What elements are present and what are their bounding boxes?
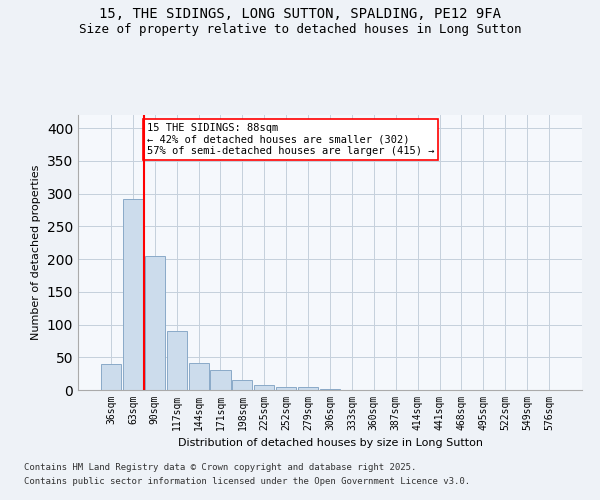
Bar bbox=[298, 388, 318, 390]
Bar bbox=[320, 388, 340, 390]
Text: Contains public sector information licensed under the Open Government Licence v3: Contains public sector information licen… bbox=[24, 477, 470, 486]
Bar bbox=[254, 385, 274, 390]
Text: Contains HM Land Registry data © Crown copyright and database right 2025.: Contains HM Land Registry data © Crown c… bbox=[24, 464, 416, 472]
Bar bbox=[145, 256, 165, 390]
Text: 15 THE SIDINGS: 88sqm
← 42% of detached houses are smaller (302)
57% of semi-det: 15 THE SIDINGS: 88sqm ← 42% of detached … bbox=[147, 123, 434, 156]
Bar bbox=[101, 364, 121, 390]
Bar bbox=[276, 386, 296, 390]
Y-axis label: Number of detached properties: Number of detached properties bbox=[31, 165, 41, 340]
Text: 15, THE SIDINGS, LONG SUTTON, SPALDING, PE12 9FA: 15, THE SIDINGS, LONG SUTTON, SPALDING, … bbox=[99, 8, 501, 22]
Bar bbox=[167, 331, 187, 390]
Bar bbox=[211, 370, 230, 390]
Bar bbox=[123, 199, 143, 390]
Text: Size of property relative to detached houses in Long Sutton: Size of property relative to detached ho… bbox=[79, 22, 521, 36]
Bar bbox=[188, 362, 209, 390]
Bar bbox=[232, 380, 253, 390]
X-axis label: Distribution of detached houses by size in Long Sutton: Distribution of detached houses by size … bbox=[178, 438, 482, 448]
